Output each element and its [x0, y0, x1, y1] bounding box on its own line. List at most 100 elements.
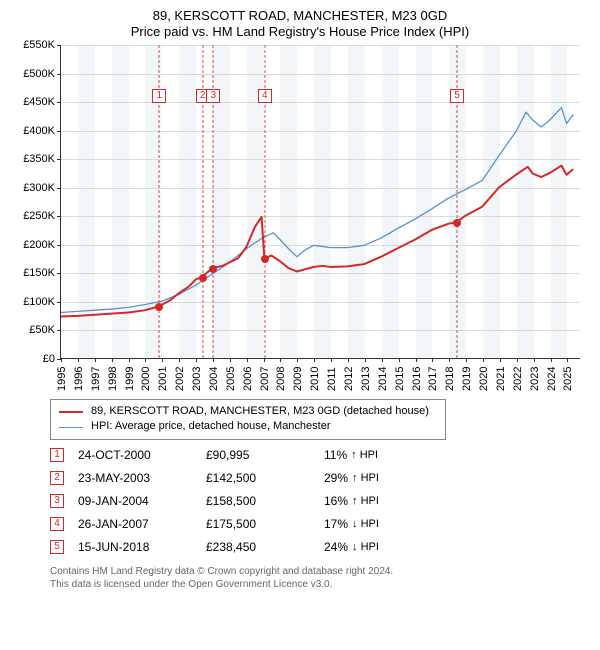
x-axis-label: 2007 [259, 367, 261, 391]
transaction-marker: 1 [152, 89, 166, 103]
arrow-up-icon: ↑ HPI [351, 449, 378, 461]
transaction-point [209, 265, 217, 273]
x-axis-label: 2013 [360, 367, 362, 391]
transaction-delta: 11% ↑ HPI [324, 448, 434, 462]
x-axis-label: 2012 [343, 367, 345, 391]
legend-swatch [59, 427, 83, 428]
transaction-delta-pct: 29% [324, 471, 348, 485]
y-axis-label: £150K [23, 267, 55, 279]
y-axis-label: £50K [29, 324, 55, 336]
x-axis-label: 2004 [208, 367, 210, 391]
x-axis-label: 2008 [275, 367, 277, 391]
chart-title: 89, KERSCOTT ROAD, MANCHESTER, M23 0GD [12, 8, 588, 23]
transaction-marker: 3 [206, 89, 220, 103]
x-axis-label: 2018 [444, 367, 446, 391]
transaction-point [199, 274, 207, 282]
x-axis-label: 1995 [56, 367, 58, 391]
y-tick [57, 245, 61, 246]
x-axis-label: 2006 [242, 367, 244, 391]
transaction-point [261, 255, 269, 263]
y-tick [57, 302, 61, 303]
transaction-row-marker: 4 [50, 517, 64, 531]
legend-label: 89, KERSCOTT ROAD, MANCHESTER, M23 0GD (… [91, 404, 429, 419]
transaction-date: 09-JAN-2004 [78, 494, 206, 508]
legend-swatch [59, 411, 83, 413]
legend-label: HPI: Average price, detached house, Manc… [91, 419, 331, 434]
chart-subtitle: Price paid vs. HM Land Registry's House … [12, 24, 588, 39]
series-line [61, 108, 573, 313]
series-line [61, 166, 573, 317]
x-axis-label: 1997 [90, 367, 92, 391]
x-axis-label: 2005 [225, 367, 227, 391]
x-axis-label: 2014 [377, 367, 379, 391]
x-axis-label: 2000 [140, 367, 142, 391]
transaction-date: 24-OCT-2000 [78, 448, 206, 462]
x-axis-label: 2015 [394, 367, 396, 391]
transaction-delta-pct: 17% [324, 517, 348, 531]
transaction-delta: 16% ↑ HPI [324, 494, 434, 508]
legend-row: 89, KERSCOTT ROAD, MANCHESTER, M23 0GD (… [59, 404, 437, 419]
legend-box: 89, KERSCOTT ROAD, MANCHESTER, M23 0GD (… [50, 399, 446, 440]
x-axis-label: 2016 [411, 367, 413, 391]
arrow-down-icon: ↓ HPI [352, 518, 379, 530]
chart-container: 89, KERSCOTT ROAD, MANCHESTER, M23 0GD P… [0, 0, 600, 650]
transactions-table: 124-OCT-2000£90,99511%↑ HPI223-MAY-2003£… [50, 444, 588, 559]
x-axis-label: 2020 [478, 367, 480, 391]
x-axis-label: 1999 [124, 367, 126, 391]
transaction-row-marker: 3 [50, 494, 64, 508]
title-block: 89, KERSCOTT ROAD, MANCHESTER, M23 0GD P… [12, 8, 588, 39]
y-axis-label: £400K [23, 125, 55, 137]
transaction-marker: 4 [258, 89, 272, 103]
y-axis-label: £0 [43, 353, 55, 365]
y-tick [57, 131, 61, 132]
transaction-date: 15-JUN-2018 [78, 540, 206, 554]
arrow-up-icon: ↑ HPI [352, 472, 379, 484]
legend-row: HPI: Average price, detached house, Manc… [59, 419, 437, 434]
y-axis-label: £200K [23, 239, 55, 251]
y-tick [57, 330, 61, 331]
line-series-svg [61, 45, 580, 358]
transaction-date: 26-JAN-2007 [78, 517, 206, 531]
y-tick [57, 273, 61, 274]
y-axis-label: £350K [23, 153, 55, 165]
transaction-price: £175,500 [206, 517, 324, 531]
transaction-row-marker: 2 [50, 471, 64, 485]
transaction-price: £238,450 [206, 540, 324, 554]
transaction-delta-pct: 11% [324, 448, 347, 462]
y-axis-label: £550K [23, 39, 55, 51]
x-axis-label: 2024 [546, 367, 548, 391]
y-tick [57, 45, 61, 46]
x-axis-label: 2022 [512, 367, 514, 391]
transaction-row-marker: 1 [50, 448, 64, 462]
arrow-up-icon: ↑ HPI [352, 495, 379, 507]
transaction-price: £158,500 [206, 494, 324, 508]
y-tick [57, 159, 61, 160]
x-axis-label: 2011 [326, 367, 328, 391]
y-axis-label: £100K [23, 296, 55, 308]
transaction-point [155, 303, 163, 311]
transaction-delta: 24% ↓ HPI [324, 540, 434, 554]
transaction-delta: 29% ↑ HPI [324, 471, 434, 485]
transaction-price: £90,995 [206, 448, 324, 462]
plot-region: £0£50K£100K£150K£200K£250K£300K£350K£400… [60, 45, 580, 359]
x-axis-labels: 1995199619971998199920002001200220032004… [60, 359, 580, 393]
attribution-line-1: Contains HM Land Registry data © Crown c… [50, 565, 588, 579]
transaction-delta-pct: 24% [324, 540, 348, 554]
transaction-row-marker: 5 [50, 540, 64, 554]
transaction-row: 1 24-OCT-2000£90,99511% ↑ HPI [50, 444, 588, 467]
y-axis-label: £250K [23, 210, 55, 222]
transaction-delta: 17% ↓ HPI [324, 517, 434, 531]
x-axis-label: 2003 [191, 367, 193, 391]
transaction-row: 5 15-JUN-2018£238,45024% ↓ HPI [50, 536, 588, 559]
y-tick [57, 216, 61, 217]
y-tick [57, 102, 61, 103]
arrow-down-icon: ↓ HPI [352, 541, 379, 553]
y-axis-label: £450K [23, 96, 55, 108]
x-axis-label: 2021 [495, 367, 497, 391]
attribution-block: Contains HM Land Registry data © Crown c… [50, 565, 588, 592]
x-axis-label: 1998 [107, 367, 109, 391]
y-tick [57, 188, 61, 189]
transaction-point [453, 219, 461, 227]
transaction-delta-pct: 16% [324, 494, 348, 508]
x-axis-label: 2017 [427, 367, 429, 391]
